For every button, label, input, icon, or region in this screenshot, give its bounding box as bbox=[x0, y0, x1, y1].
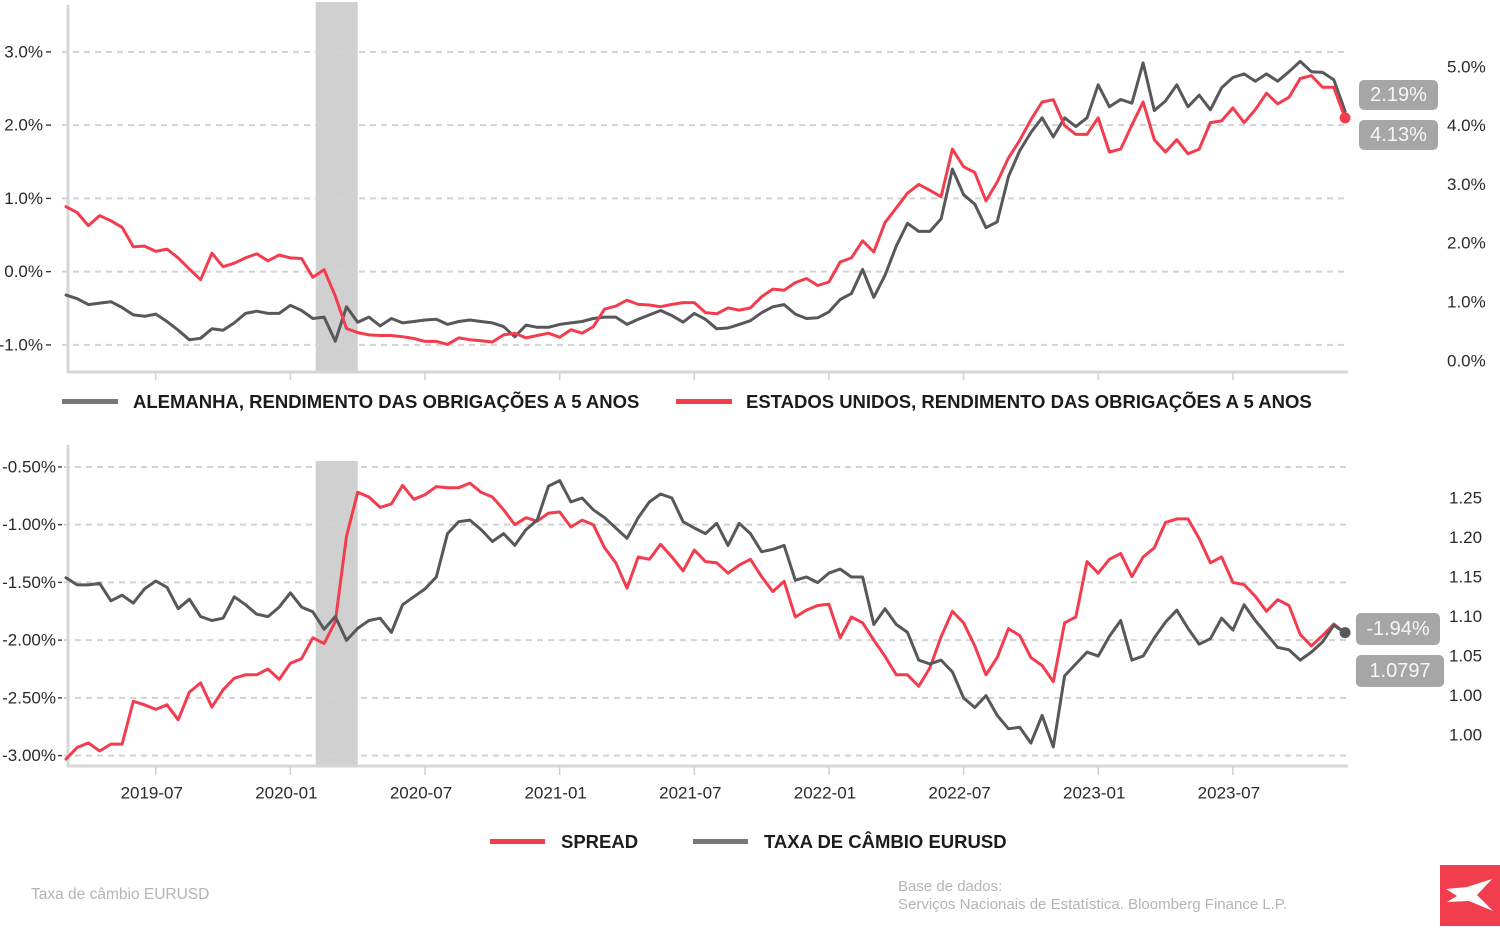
y-left-tick-label: -2.50% bbox=[2, 688, 56, 707]
eurusd-end-dot bbox=[1339, 627, 1351, 639]
y-right-tick-label: 2.0% bbox=[1447, 234, 1486, 253]
y-right-tick-label: 5.0% bbox=[1447, 57, 1486, 76]
legend-label-germany: ALEMANHA, RENDIMENTO DAS OBRIGAÇÕES A 5 … bbox=[133, 391, 640, 412]
y-left-tick-label: 0.0% bbox=[4, 262, 43, 281]
x-tick-label: 2019-07 bbox=[121, 784, 183, 803]
us-5y-yield-line bbox=[64, 74, 1347, 346]
x-tick-label: 2023-07 bbox=[1198, 784, 1260, 803]
y-left-tick-label: 1.0% bbox=[4, 189, 43, 208]
source-text: Serviços Nacionais de Estatística. Bloom… bbox=[898, 896, 1288, 913]
y-left-tick-label: 3.0% bbox=[4, 42, 43, 61]
y-right-tick-label: 1.05 bbox=[1449, 647, 1482, 666]
y-left-tick-label: -1.00% bbox=[2, 515, 56, 534]
x-tick-label: 2023-01 bbox=[1063, 784, 1125, 803]
data-source: Base de dados: Serviços Nacionais de Est… bbox=[898, 878, 1287, 914]
legend-label-us: ESTADOS UNIDOS, RENDIMENTO DAS OBRIGAÇÕE… bbox=[746, 391, 1312, 412]
y-right-tick-label: 1.25 bbox=[1449, 488, 1482, 507]
last-value-spread: -1.94% bbox=[1356, 613, 1440, 645]
y-right-tick-label: 1.00 bbox=[1449, 726, 1482, 745]
last-value-germany: 2.19% bbox=[1359, 80, 1438, 110]
y-right-tick-label: 1.15 bbox=[1449, 568, 1482, 587]
legend-label-spread: SPREAD bbox=[561, 831, 639, 852]
germany-5y-yield-line bbox=[64, 59, 1347, 343]
x-tick-label: 2021-07 bbox=[659, 784, 721, 803]
x-logo-glyph-icon bbox=[1446, 879, 1493, 911]
eurusd-line bbox=[64, 479, 1347, 749]
y-right-tick-label: 1.10 bbox=[1449, 607, 1482, 626]
legend-label-eurusd: TAXA DE CÂMBIO EURUSD bbox=[764, 831, 1007, 852]
y-left-tick-label: 2.0% bbox=[4, 116, 43, 135]
spread-eurusd-chart: -0.50% -1.00% -1.50% -2.00% -2.50% -3.00% 1.25… bbox=[2, 445, 1482, 803]
y-right-tick-label: 1.20 bbox=[1449, 528, 1482, 547]
y-right-tick-label: 0.0% bbox=[1447, 351, 1486, 370]
xtb-logo-icon bbox=[1440, 865, 1500, 926]
legend-swatch-germany bbox=[62, 399, 118, 404]
y-left-tick-label: -3.00% bbox=[2, 746, 56, 765]
y-left-tick-label: -1.0% bbox=[0, 335, 43, 354]
x-tick-label: 2020-01 bbox=[255, 784, 317, 803]
legend-swatch-us bbox=[676, 399, 732, 404]
spread-line bbox=[64, 481, 1347, 761]
y-left-tick-label: -1.50% bbox=[2, 573, 56, 592]
y-left-tick-label: -2.00% bbox=[2, 631, 56, 650]
x-tick-label: 2021-01 bbox=[524, 784, 586, 803]
y-left-tick-label: -0.50% bbox=[2, 457, 56, 476]
source-title: Base de dados: bbox=[898, 878, 1003, 895]
last-value-us: 4.13% bbox=[1359, 120, 1438, 150]
last-value-eurusd: 1.0797 bbox=[1356, 655, 1444, 687]
legend-swatch-eurusd bbox=[693, 839, 748, 844]
y-right-tick-label: 1.00 bbox=[1449, 686, 1482, 705]
y-right-tick-label: 4.0% bbox=[1447, 116, 1486, 135]
x-tick-label: 2022-01 bbox=[794, 784, 856, 803]
y-right-tick-label: 3.0% bbox=[1447, 175, 1486, 194]
us-end-dot bbox=[1339, 112, 1351, 124]
bond-yield-chart: 3.0% 2.0% 1.0% 0.0% -1.0% 5.0% 4.0% 3.0% 2.0% 1.0… bbox=[0, 2, 1486, 380]
y-right-tick-label: 1.0% bbox=[1447, 293, 1486, 312]
x-tick-label: 2020-07 bbox=[390, 784, 452, 803]
x-tick-label: 2022-07 bbox=[928, 784, 990, 803]
footer-note: Taxa de câmbio EURUSD bbox=[31, 886, 210, 903]
legend-swatch-spread bbox=[490, 839, 545, 844]
